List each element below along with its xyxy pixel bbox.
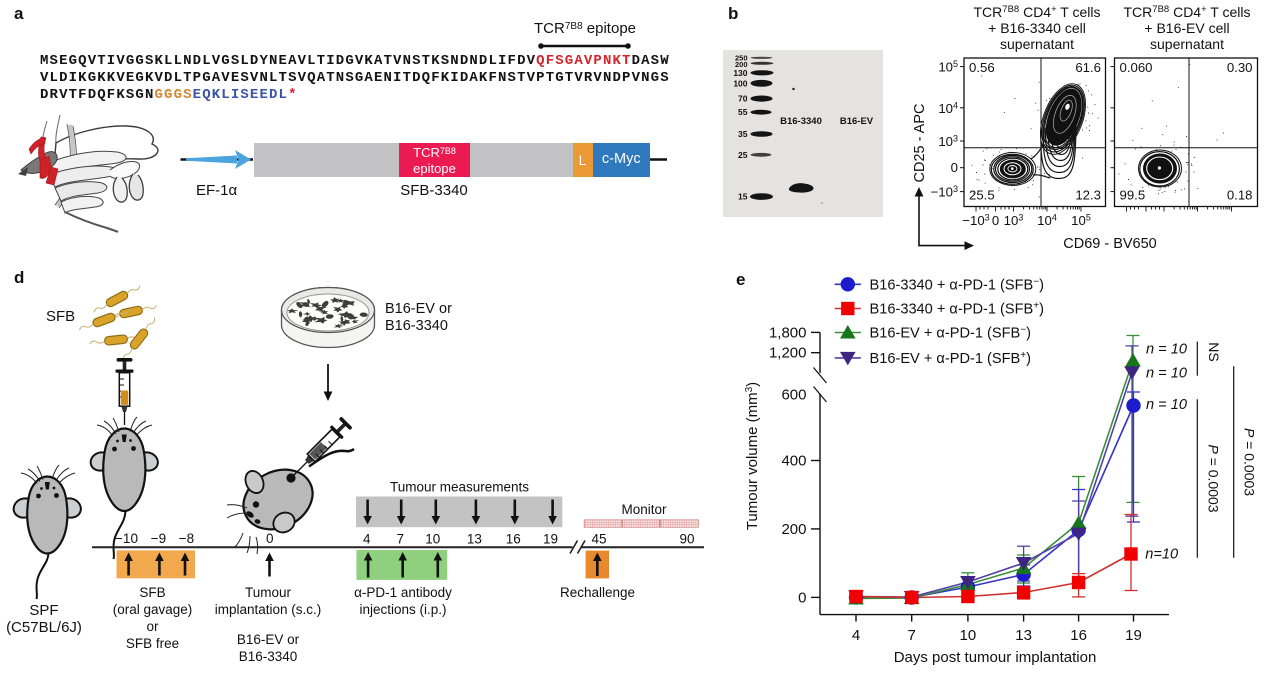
svg-text:19: 19 xyxy=(543,532,558,547)
svg-text:Days post tumour implantation: Days post tumour implantation xyxy=(894,649,1097,666)
svg-text:n = 10: n = 10 xyxy=(1146,397,1187,413)
svg-text:e: e xyxy=(736,270,745,289)
svg-text:400: 400 xyxy=(781,453,806,470)
svg-text:n=10: n=10 xyxy=(1145,547,1178,563)
svg-text:13: 13 xyxy=(1015,627,1032,644)
svg-text:61.6: 61.6 xyxy=(1075,60,1101,75)
svg-text:supernatant: supernatant xyxy=(1150,36,1224,52)
svg-text:or: or xyxy=(146,619,159,634)
svg-text:SFB: SFB xyxy=(139,585,165,600)
svg-text:(oral gavage): (oral gavage) xyxy=(113,602,193,617)
svg-text:4: 4 xyxy=(363,532,371,547)
svg-text:250: 250 xyxy=(735,53,748,62)
svg-text:TCR7B8 CD4+ T cells: TCR7B8 CD4+ T cells xyxy=(974,4,1101,20)
svg-text:103: 103 xyxy=(938,134,958,150)
svg-text:+ B16-EV cell: + B16-EV cell xyxy=(1144,20,1229,36)
svg-text:10: 10 xyxy=(960,627,977,644)
svg-text:−8: −8 xyxy=(179,531,194,546)
svg-text:103: 103 xyxy=(1004,213,1024,229)
svg-text:P = 0.0003: P = 0.0003 xyxy=(1242,428,1258,496)
svg-text:0.56: 0.56 xyxy=(969,60,995,75)
svg-text:1,800: 1,800 xyxy=(769,324,807,341)
svg-text:B16-EV or: B16-EV or xyxy=(385,301,452,317)
svg-text:NS: NS xyxy=(1206,342,1222,361)
svg-text:35: 35 xyxy=(738,129,748,139)
svg-text:d: d xyxy=(14,268,24,287)
svg-text:CD25 - APC: CD25 - APC xyxy=(912,104,928,183)
svg-text:0: 0 xyxy=(992,213,999,228)
svg-text:B16-EV + α-PD-1 (SFB−): B16-EV + α-PD-1 (SFB−) xyxy=(870,325,1032,342)
svg-text:SFB free: SFB free xyxy=(126,636,179,651)
svg-text:12.3: 12.3 xyxy=(1075,188,1101,203)
svg-text:4: 4 xyxy=(852,627,860,644)
svg-text:−103: −103 xyxy=(962,213,989,229)
svg-text:Tumour volume (mm3): Tumour volume (mm3) xyxy=(744,382,761,530)
svg-text:16: 16 xyxy=(506,532,521,547)
svg-text:105: 105 xyxy=(938,59,958,75)
svg-text:200: 200 xyxy=(735,60,748,69)
svg-text:B16-3340 + α-PD-1 (SFB+): B16-3340 + α-PD-1 (SFB+) xyxy=(870,301,1045,318)
svg-text:200: 200 xyxy=(781,521,806,538)
svg-text:100: 100 xyxy=(733,78,747,88)
svg-text:+ B16-3340 cell: + B16-3340 cell xyxy=(988,20,1086,36)
svg-text:n = 10: n = 10 xyxy=(1146,342,1187,358)
svg-text:B16-EV + α-PD-1 (SFB+): B16-EV + α-PD-1 (SFB+) xyxy=(870,350,1032,367)
svg-text:55: 55 xyxy=(738,107,748,117)
svg-text:supernatant: supernatant xyxy=(1000,36,1074,52)
svg-text:104: 104 xyxy=(1037,213,1057,229)
svg-text:19: 19 xyxy=(1125,627,1142,644)
svg-text:implantation (s.c.): implantation (s.c.) xyxy=(215,602,322,617)
svg-text:15: 15 xyxy=(738,192,748,202)
svg-text:105: 105 xyxy=(1071,213,1091,229)
svg-text:10: 10 xyxy=(425,532,440,547)
svg-text:Monitor: Monitor xyxy=(621,502,667,517)
svg-text:injections (i.p.): injections (i.p.) xyxy=(359,602,446,617)
svg-text:104: 104 xyxy=(938,100,958,116)
svg-text:CD69 - BV650: CD69 - BV650 xyxy=(1063,236,1157,252)
svg-text:7: 7 xyxy=(397,532,405,547)
svg-text:0: 0 xyxy=(266,531,274,546)
svg-text:1,200: 1,200 xyxy=(769,345,807,362)
svg-text:25: 25 xyxy=(738,150,748,160)
svg-text:α-PD-1 antibody: α-PD-1 antibody xyxy=(354,585,452,600)
svg-text:B16-3340: B16-3340 xyxy=(239,649,298,664)
svg-text:0.060: 0.060 xyxy=(1120,60,1153,75)
svg-text:Rechallenge: Rechallenge xyxy=(560,585,635,600)
svg-text:SPF: SPF xyxy=(29,602,58,619)
svg-text:SFB: SFB xyxy=(46,308,75,325)
svg-text:B16-EV or: B16-EV or xyxy=(237,632,300,647)
svg-text:7: 7 xyxy=(908,627,916,644)
svg-text:45: 45 xyxy=(591,532,606,547)
svg-text:0.30: 0.30 xyxy=(1227,60,1253,75)
svg-text:B16-3340 + α-PD-1 (SFB−): B16-3340 + α-PD-1 (SFB−) xyxy=(870,276,1045,293)
svg-text:−103: −103 xyxy=(931,184,958,200)
svg-text:99.5: 99.5 xyxy=(1120,188,1146,203)
svg-text:90: 90 xyxy=(679,532,694,547)
svg-text:70: 70 xyxy=(738,94,748,104)
svg-text:−9: −9 xyxy=(151,531,166,546)
svg-text:16: 16 xyxy=(1070,627,1087,644)
svg-text:B16-3340: B16-3340 xyxy=(385,318,448,334)
svg-text:130: 130 xyxy=(733,68,747,78)
svg-text:(C57BL/6J): (C57BL/6J) xyxy=(6,619,82,636)
svg-text:0.18: 0.18 xyxy=(1227,188,1253,203)
svg-text:0: 0 xyxy=(951,160,958,175)
svg-text:P = 0.0003: P = 0.0003 xyxy=(1206,444,1222,512)
svg-text:B16-3340: B16-3340 xyxy=(780,116,822,127)
svg-text:0: 0 xyxy=(798,589,806,606)
svg-text:n = 10: n = 10 xyxy=(1146,366,1187,382)
svg-text:Tumour: Tumour xyxy=(245,585,292,600)
svg-text:−10: −10 xyxy=(115,531,138,546)
svg-text:25.5: 25.5 xyxy=(969,188,995,203)
svg-text:13: 13 xyxy=(467,532,482,547)
svg-text:B16-EV: B16-EV xyxy=(840,116,874,127)
svg-text:Tumour measurements: Tumour measurements xyxy=(390,480,529,495)
svg-text:600: 600 xyxy=(781,387,806,404)
svg-text:TCR7B8 CD4+ T cells: TCR7B8 CD4+ T cells xyxy=(1124,4,1251,20)
